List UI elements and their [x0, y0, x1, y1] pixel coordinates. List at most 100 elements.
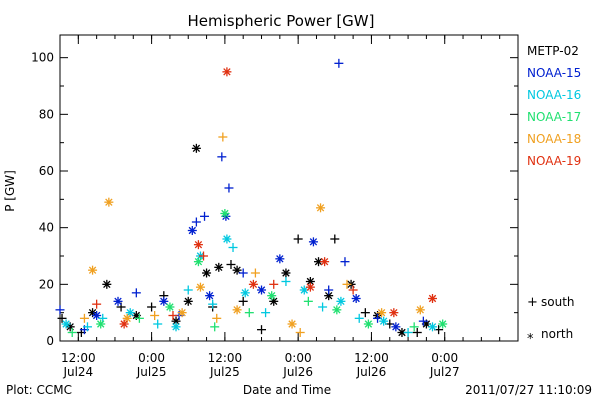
hemisphere-label: south — [541, 295, 575, 309]
x-tick-date: Jul26 — [356, 365, 387, 379]
data-point — [61, 319, 71, 329]
data-point — [324, 285, 334, 295]
data-point — [220, 209, 230, 218]
data-point — [351, 294, 361, 303]
chart-title: Hemispheric Power [GW] — [188, 12, 375, 30]
data-point — [232, 305, 242, 315]
legend-entry: NOAA-17 — [527, 110, 581, 124]
data-point — [428, 294, 438, 303]
data-point — [214, 262, 224, 272]
data-point — [257, 325, 267, 335]
data-point — [193, 240, 203, 250]
y-tick: 0 — [46, 334, 518, 348]
data-point — [261, 308, 271, 318]
data-point — [438, 319, 448, 329]
data-point — [199, 251, 209, 261]
data-point — [409, 322, 419, 332]
data-point — [308, 237, 318, 247]
legend-entry: NOAA-16 — [527, 88, 581, 102]
data-point — [171, 316, 181, 326]
data-point — [340, 257, 350, 267]
x-tick-date: Jul25 — [209, 365, 240, 379]
x-tick-time: 12:00 — [61, 351, 96, 365]
y-axis-ticks: 0 20 40 60 80 100 — [31, 51, 518, 348]
x-tick-time: 0:00 — [285, 351, 312, 365]
hemisphere-symbol: * — [527, 332, 534, 347]
legend-entry: NOAA-18 — [527, 132, 581, 146]
y-tick-label: 0 — [46, 334, 54, 348]
data-point — [131, 288, 141, 298]
data-point — [79, 313, 89, 323]
data-point — [168, 311, 178, 320]
data-point — [147, 302, 157, 312]
data-point — [165, 302, 175, 312]
data-point — [320, 257, 330, 267]
x-tick-date: Jul27 — [429, 365, 460, 379]
data-point — [318, 302, 328, 312]
data-point — [295, 328, 305, 337]
hemisphere-label: north — [541, 327, 573, 341]
data-point — [334, 58, 344, 68]
data-point — [119, 319, 129, 329]
data-point — [217, 152, 227, 162]
data-point — [293, 234, 303, 244]
data-point — [102, 279, 112, 289]
data-point — [240, 288, 250, 298]
hemisphere-legend: + south * north — [527, 295, 575, 347]
legend-entry: METP-02 — [527, 44, 579, 58]
data-point — [92, 299, 102, 309]
data-point — [113, 296, 123, 306]
y-tick: 100 — [31, 51, 518, 65]
data-point — [360, 308, 370, 318]
x-tick-time: 12:00 — [208, 351, 243, 365]
y-tick-label: 60 — [39, 164, 54, 178]
plot-frame — [59, 34, 519, 342]
plot-timestamp: 2011/07/27 11:10:09 — [465, 383, 592, 397]
data-point — [238, 268, 248, 278]
data-point — [250, 268, 260, 278]
data-point — [191, 143, 201, 153]
data-point — [177, 308, 187, 318]
data-point — [205, 291, 215, 301]
data-point — [238, 296, 248, 306]
data-point — [403, 328, 413, 337]
data-point — [191, 217, 201, 227]
data-point — [202, 268, 212, 278]
data-point — [212, 313, 222, 323]
data-point — [208, 299, 218, 309]
data-point — [200, 211, 210, 221]
data-point — [187, 226, 197, 235]
y-tick: 60 — [39, 164, 518, 178]
data-point — [281, 268, 291, 278]
data-point — [244, 308, 254, 318]
data-point — [342, 279, 352, 289]
data-point — [305, 282, 315, 292]
data-point — [88, 265, 98, 275]
data-points — [55, 58, 448, 337]
x-tick-date: Jul25 — [136, 365, 167, 379]
data-point — [57, 313, 67, 323]
data-point — [287, 319, 297, 329]
data-point — [269, 279, 279, 289]
data-point — [159, 296, 169, 306]
x-tick-time: 12:00 — [354, 351, 389, 365]
y-tick-label: 20 — [39, 277, 54, 291]
data-point — [332, 305, 342, 315]
data-point — [150, 311, 160, 320]
y-axis-label: P [GW] — [3, 170, 17, 212]
data-point — [379, 316, 389, 326]
data-point — [389, 308, 399, 318]
data-point — [222, 234, 232, 244]
data-point — [316, 203, 326, 213]
data-point — [415, 305, 425, 315]
data-point — [171, 322, 181, 332]
y-tick-label: 100 — [31, 51, 54, 65]
data-point — [183, 285, 193, 295]
data-point — [218, 132, 228, 142]
legend-entry: NOAA-19 — [527, 154, 581, 168]
